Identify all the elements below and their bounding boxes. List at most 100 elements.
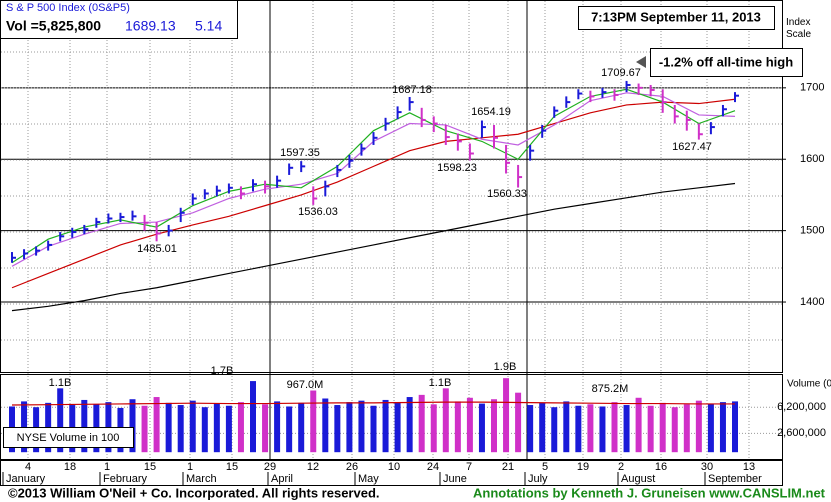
volume-bar: [129, 399, 136, 453]
volume-bar: [695, 400, 702, 453]
price-annotation: 1687.18: [392, 84, 432, 96]
volume-tick-label: 2,600,000: [777, 427, 826, 439]
change-text: 5.14: [195, 18, 222, 34]
month-label: February: [103, 473, 148, 485]
volume-bar: [81, 399, 88, 453]
price-annotation: 1597.35: [280, 147, 320, 159]
x-tick-label: 24: [427, 461, 439, 473]
volume-bar: [334, 405, 341, 453]
volume-bar: [503, 378, 510, 453]
volume-bar: [250, 381, 256, 453]
callout: -1.2% off all-time high: [659, 54, 793, 69]
volume-bar: [551, 407, 558, 453]
x-tick-label: 2: [618, 461, 624, 473]
volume-bar: [466, 397, 473, 453]
x-tick-label: 1: [187, 461, 193, 473]
volume-bar: [635, 397, 642, 453]
x-tick-label: 15: [144, 461, 156, 473]
volume-bar: [707, 403, 714, 453]
credit: Annotations by Kenneth J. Gruneisen www.…: [473, 485, 826, 500]
month-label: April: [271, 473, 293, 485]
volume-bar: [346, 402, 353, 453]
x-tick-label: 10: [388, 461, 400, 473]
volume-bar: [599, 406, 606, 453]
price-panel: [0, 0, 783, 373]
y-tick-label: 1600: [800, 153, 824, 165]
volume-bar: [177, 405, 184, 453]
x-tick-label: 16: [655, 461, 667, 473]
timestamp: 7:13PM September 11, 2013: [591, 9, 761, 24]
volume-bar: [237, 402, 244, 453]
volume-bar: [21, 401, 28, 453]
price-annotation: 1598.23: [437, 162, 477, 174]
volume-bar: [442, 388, 449, 453]
y-tick-label: 1500: [800, 225, 824, 237]
volume-bar: [575, 405, 582, 453]
y-tick-label: 1700: [800, 82, 824, 94]
x-tick-label: 4: [25, 461, 31, 473]
volume-bar: [274, 401, 281, 453]
volume-bar: [189, 400, 196, 453]
volume-bar: [165, 402, 172, 453]
date-axis: [0, 460, 783, 486]
month-label: March: [186, 473, 217, 485]
volume-annotation: 1.1B: [49, 377, 72, 389]
volume-bar: [394, 402, 401, 453]
volume-bar: [358, 400, 365, 453]
volume-bar: [213, 403, 220, 453]
volume-ma: [11, 401, 735, 406]
y-tick-label: 1400: [800, 296, 824, 308]
volume-bar: [659, 402, 666, 453]
volume-bar: [153, 397, 160, 453]
volume-bar: [225, 405, 232, 453]
price-annotation: 1654.19: [471, 106, 511, 118]
price-annotation: 1709.67: [601, 67, 641, 79]
x-tick-label: 26: [346, 461, 358, 473]
callout-arrow: [636, 56, 646, 68]
volume-bar: [719, 402, 726, 453]
volume-bar: [454, 401, 461, 453]
volume-annotation: 875.2M: [592, 383, 629, 395]
copyright: ©2013 William O'Neil + Co. Incorporated.…: [8, 485, 380, 500]
x-tick-label: 21: [502, 461, 514, 473]
volume-axis-label: Volume (00): [787, 379, 831, 390]
moving-average: [11, 182, 736, 312]
x-tick-label: 13: [743, 461, 755, 473]
price-text: 1689.13: [125, 18, 176, 34]
x-tick-label: 7: [466, 461, 472, 473]
volume-text: Vol =5,825,800: [6, 18, 101, 34]
x-tick-label: 19: [577, 461, 589, 473]
x-tick-label: 1: [104, 461, 110, 473]
x-tick-label: 12: [307, 461, 319, 473]
volume-bar: [141, 405, 148, 453]
volume-annotation: 1.1B: [429, 377, 452, 389]
x-tick-label: 18: [64, 461, 76, 473]
grid: [1, 1, 786, 486]
month-label: May: [358, 473, 379, 485]
volume-bar: [623, 405, 630, 453]
volume-bar: [286, 406, 293, 453]
volume-bar: [262, 404, 269, 453]
x-tick-label: 15: [226, 461, 238, 473]
timestamp-box: [578, 6, 775, 30]
x-tick-label: 29: [264, 461, 276, 473]
title: S & P 500 Index (0S&P5): [6, 2, 130, 14]
volume-note: NYSE Volume in 100: [17, 432, 120, 444]
header-box: [0, 0, 238, 39]
volume-bar: [671, 407, 678, 453]
month-label: September: [708, 473, 762, 485]
volume-bar: [563, 401, 570, 453]
volume-bar: [201, 407, 208, 453]
volume-bar: [732, 401, 738, 453]
moving-average: [11, 98, 736, 289]
volume-bar: [683, 404, 690, 453]
volume-bar: [418, 394, 425, 453]
volume-bar: [647, 405, 654, 453]
price-annotation: 1536.03: [298, 206, 338, 218]
volume-note-box: [3, 427, 134, 448]
scale-label: Index Scale: [786, 17, 811, 40]
volume-panel: [0, 374, 783, 460]
month-label: August: [621, 473, 655, 485]
volume-bar: [527, 405, 534, 453]
